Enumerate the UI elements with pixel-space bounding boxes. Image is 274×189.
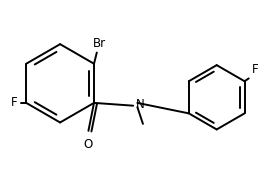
- Text: Br: Br: [93, 37, 106, 50]
- Text: F: F: [11, 96, 18, 109]
- Text: N: N: [136, 98, 145, 111]
- Text: O: O: [84, 138, 93, 151]
- Text: F: F: [252, 63, 258, 76]
